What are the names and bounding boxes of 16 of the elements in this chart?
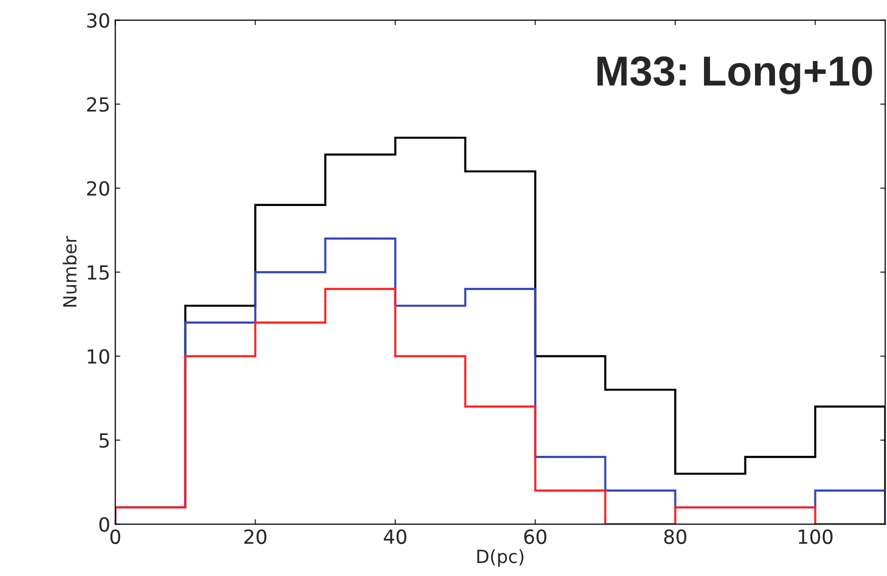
y-tick-label: 0 [99,517,110,532]
x-axis-title: D(pc) [477,549,524,567]
y-axis-title: Number [62,236,77,307]
x-tick-label: 20 [244,529,266,544]
x-tick-label: 100 [798,529,832,544]
y-tick-label: 20 [87,181,110,196]
y-tick-label: 30 [87,13,110,28]
x-tick-label: 60 [524,529,546,544]
annotation: M33: Long+10 [597,56,872,94]
y-tick-label: 10 [88,349,110,364]
x-tick-label: 0 [110,529,120,544]
y-tick-label: 15 [88,265,109,280]
x-tick-label: 40 [384,529,406,544]
y-tick-label: 25 [87,97,109,112]
y-tick-label: 5 [100,433,109,448]
x-tick-label: 80 [664,529,686,544]
